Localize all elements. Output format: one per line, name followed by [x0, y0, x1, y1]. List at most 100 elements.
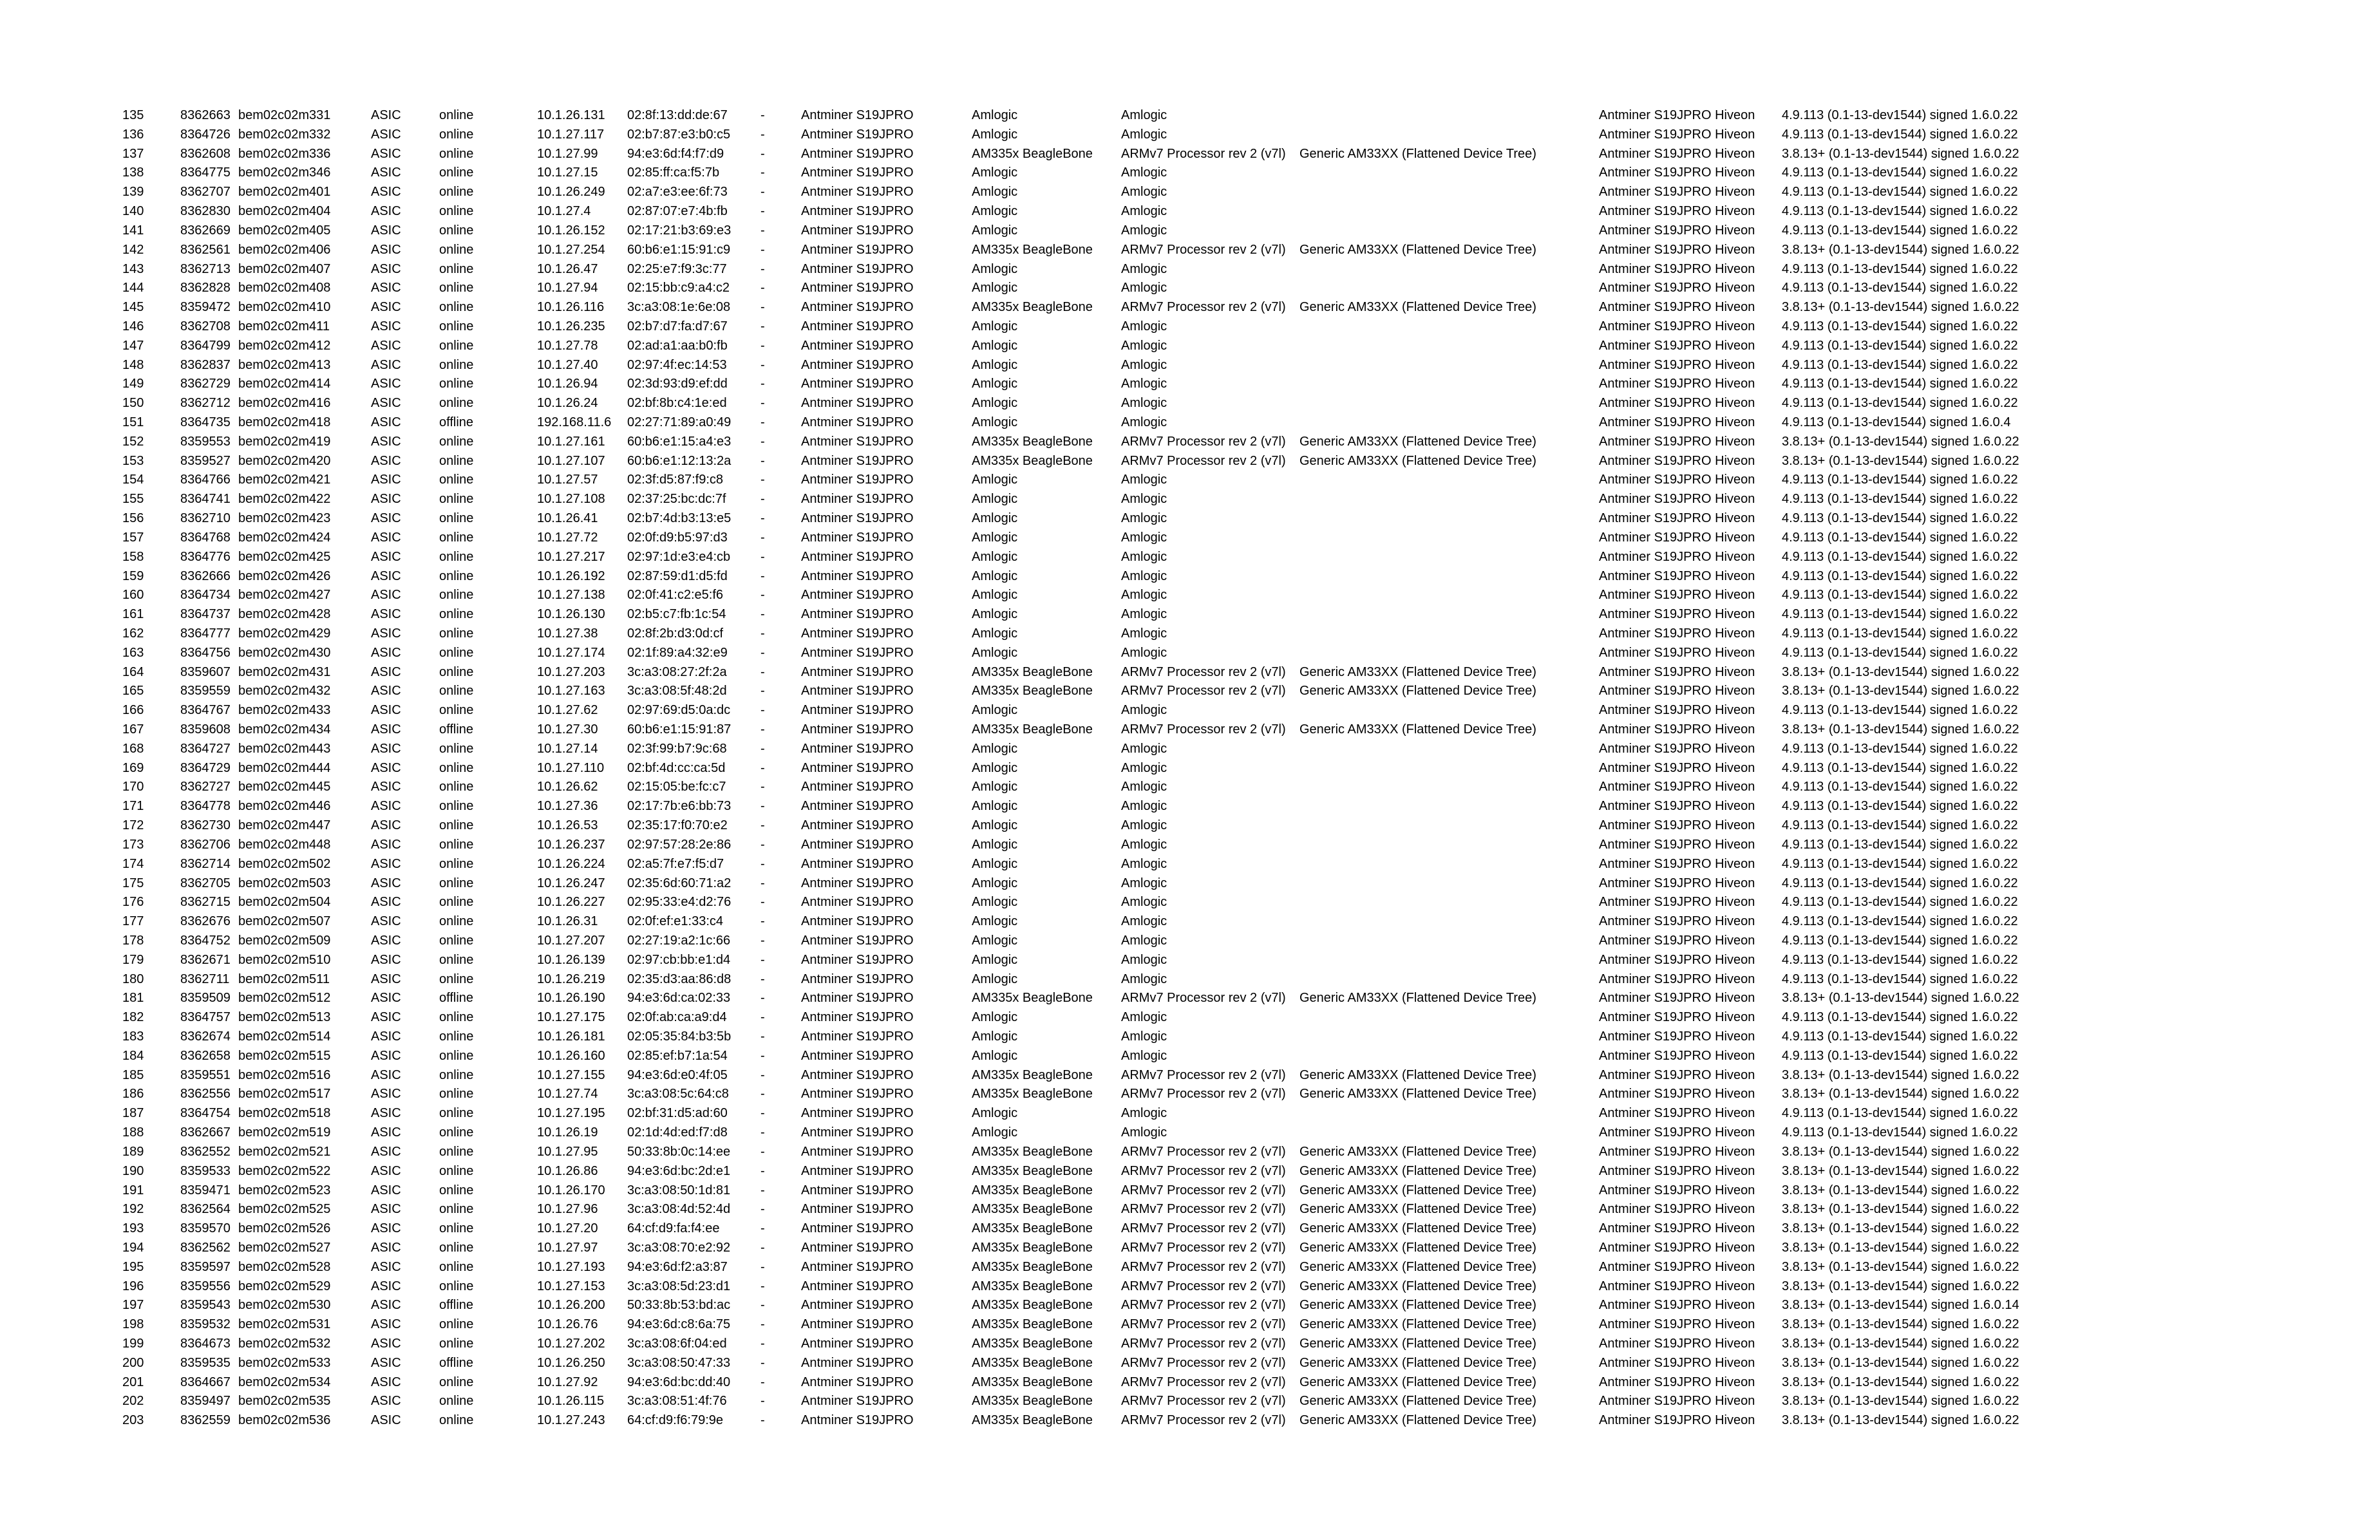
table-row: 203 8362559 bem02c02m536 ASIC online 10.1.27.…	[0, 1411, 2380, 1431]
cell-type: ASIC	[371, 1355, 401, 1370]
cell-model: Antminer S19JPRO	[801, 1355, 914, 1370]
cell-worker-id: 8362711	[180, 972, 230, 986]
cell-model: Antminer S19JPRO	[801, 1125, 914, 1140]
cell-model: Antminer S19JPRO	[801, 1183, 914, 1197]
cell-kernel: 4.9.113 (0.1-13-dev1544) signed 1.6.0.22	[1782, 780, 2018, 794]
cell-row-number: 189	[122, 1144, 144, 1159]
cell-model: Antminer S19JPRO	[801, 856, 914, 871]
cell-type: ASIC	[371, 664, 401, 679]
table-row: 187 8364754 bem02c02m518 ASIC online 10.1.27.…	[0, 1104, 2380, 1123]
cell-platform: AM335x BeagleBone	[972, 1317, 1093, 1332]
cell-worker-id: 8362674	[180, 1029, 231, 1044]
cell-separator: -	[760, 1144, 765, 1159]
cell-firmware: Antminer S19JPRO Hiveon	[1599, 760, 1755, 775]
table-row: 138 8364775 bem02c02m346 ASIC online 10.1.27.…	[0, 164, 2380, 183]
cell-status: online	[439, 1067, 474, 1082]
cell-platform: AM335x BeagleBone	[972, 1144, 1093, 1159]
cell-kernel: 4.9.113 (0.1-13-dev1544) signed 1.6.0.22	[1782, 165, 2018, 180]
cell-board: Generic AM33XX (Flattened Device Tree)	[1299, 1413, 1536, 1428]
cell-hostname: bem02c02m529	[238, 1279, 331, 1293]
cell-processor: ARMv7 Processor rev 2 (v7l)	[1121, 242, 1286, 257]
cell-firmware: Antminer S19JPRO Hiveon	[1599, 1144, 1755, 1159]
cell-mac-address: 94:e3:6d:bc:2d:e1	[627, 1163, 731, 1178]
table-row: 140 8362830 bem02c02m404 ASIC online 10.1.27.…	[0, 202, 2380, 221]
cell-firmware: Antminer S19JPRO Hiveon	[1599, 1279, 1755, 1293]
cell-status: online	[439, 127, 474, 142]
cell-ip-address: 10.1.27.30	[537, 722, 598, 737]
cell-status: online	[439, 664, 474, 679]
cell-hostname: bem02c02m331	[238, 108, 331, 122]
cell-hostname: bem02c02m503	[238, 876, 331, 890]
table-row: 161 8364737 bem02c02m428 ASIC online 10.1.26.…	[0, 605, 2380, 624]
cell-ip-address: 10.1.27.110	[537, 760, 605, 775]
cell-hostname: bem02c02m443	[238, 741, 331, 756]
cell-processor: ARMv7 Processor rev 2 (v7l)	[1121, 1337, 1286, 1351]
cell-row-number: 152	[122, 434, 144, 449]
cell-platform: AM335x BeagleBone	[972, 1259, 1093, 1274]
cell-separator: -	[760, 760, 765, 775]
cell-ip-address: 10.1.27.138	[537, 588, 605, 603]
cell-processor: ARMv7 Processor rev 2 (v7l)	[1121, 1413, 1286, 1428]
cell-platform: AM335x BeagleBone	[972, 722, 1093, 737]
cell-mac-address: 02:15:05:be:fc:c7	[627, 780, 726, 794]
cell-board: Generic AM33XX (Flattened Device Tree)	[1299, 684, 1536, 699]
cell-type: ASIC	[371, 933, 401, 948]
cell-ip-address: 10.1.26.181	[537, 1029, 605, 1044]
cell-platform: AM335x BeagleBone	[972, 1183, 1093, 1197]
cell-kernel: 4.9.113 (0.1-13-dev1544) signed 1.6.0.22	[1782, 1125, 2018, 1140]
cell-platform: Amlogic	[972, 933, 1018, 948]
cell-kernel: 4.9.113 (0.1-13-dev1544) signed 1.6.0.22	[1782, 281, 2018, 296]
cell-row-number: 153	[122, 453, 144, 468]
cell-type: ASIC	[371, 1087, 401, 1102]
cell-mac-address: 3c:a3:08:5c:64:c8	[627, 1087, 729, 1102]
cell-kernel: 4.9.113 (0.1-13-dev1544) signed 1.6.0.22	[1782, 1010, 2018, 1025]
cell-ip-address: 10.1.26.53	[537, 818, 598, 833]
table-row: 201 8364667 bem02c02m534 ASIC online 10.1.27.…	[0, 1373, 2380, 1393]
table-row: 196 8359556 bem02c02m529 ASIC online 10.1.27.…	[0, 1277, 2380, 1297]
cell-status: online	[439, 396, 474, 411]
cell-firmware: Antminer S19JPRO Hiveon	[1599, 1298, 1755, 1313]
cell-model: Antminer S19JPRO	[801, 165, 914, 180]
cell-row-number: 197	[122, 1298, 144, 1313]
cell-separator: -	[760, 876, 765, 890]
cell-hostname: bem02c02m444	[238, 760, 331, 775]
cell-platform: Amlogic	[972, 837, 1018, 852]
cell-hostname: bem02c02m516	[238, 1067, 331, 1082]
cell-hostname: bem02c02m532	[238, 1337, 331, 1351]
cell-ip-address: 10.1.26.170	[537, 1183, 605, 1197]
cell-separator: -	[760, 453, 765, 468]
cell-worker-id: 8362552	[180, 1144, 231, 1159]
cell-model: Antminer S19JPRO	[801, 799, 914, 814]
cell-board: Generic AM33XX (Flattened Device Tree)	[1299, 146, 1536, 161]
cell-processor: Amlogic	[1121, 818, 1167, 833]
cell-status: online	[439, 223, 474, 238]
cell-type: ASIC	[371, 588, 401, 603]
cell-board: Generic AM33XX (Flattened Device Tree)	[1299, 991, 1536, 1006]
cell-row-number: 149	[122, 377, 144, 391]
cell-model: Antminer S19JPRO	[801, 1106, 914, 1121]
cell-hostname: bem02c02m407	[238, 261, 331, 276]
cell-processor: Amlogic	[1121, 377, 1167, 391]
cell-type: ASIC	[371, 473, 401, 487]
cell-hostname: bem02c02m425	[238, 549, 331, 564]
cell-separator: -	[760, 1317, 765, 1332]
cell-platform: Amlogic	[972, 856, 1018, 871]
cell-worker-id: 8362676	[180, 914, 231, 929]
cell-type: ASIC	[371, 1067, 401, 1082]
cell-status: online	[439, 1087, 474, 1102]
cell-separator: -	[760, 1202, 765, 1217]
cell-status: online	[439, 933, 474, 948]
cell-status: online	[439, 1106, 474, 1121]
cell-kernel: 4.9.113 (0.1-13-dev1544) signed 1.6.0.22	[1782, 607, 2018, 622]
table-row: 146 8362708 bem02c02m411 ASIC online 10.1.26.…	[0, 317, 2380, 337]
cell-mac-address: 60:b6:e1:15:91:c9	[627, 242, 731, 257]
cell-status: online	[439, 511, 474, 526]
cell-platform: AM335x BeagleBone	[972, 1298, 1093, 1313]
cell-type: ASIC	[371, 626, 401, 641]
cell-type: ASIC	[371, 223, 401, 238]
cell-mac-address: 02:ad:a1:aa:b0:fb	[627, 338, 728, 353]
cell-kernel: 4.9.113 (0.1-13-dev1544) signed 1.6.0.22	[1782, 473, 2018, 487]
cell-status: online	[439, 876, 474, 890]
cell-row-number: 177	[122, 914, 144, 929]
cell-board: Generic AM33XX (Flattened Device Tree)	[1299, 1298, 1536, 1313]
